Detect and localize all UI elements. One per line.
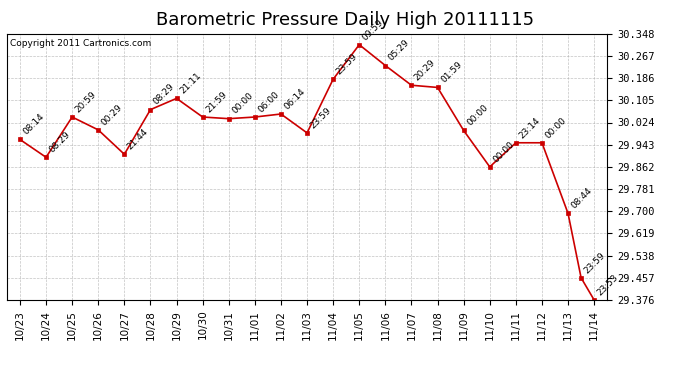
Text: 08:29: 08:29 xyxy=(152,82,177,107)
Text: 23:59: 23:59 xyxy=(308,105,333,130)
Text: Copyright 2011 Cartronics.com: Copyright 2011 Cartronics.com xyxy=(10,39,151,48)
Text: 23:59: 23:59 xyxy=(335,52,359,76)
Text: 08:14: 08:14 xyxy=(21,112,46,137)
Text: 20:59: 20:59 xyxy=(74,90,98,114)
Text: 08:29: 08:29 xyxy=(48,130,72,154)
Text: 00:00: 00:00 xyxy=(465,103,490,128)
Text: 05:29: 05:29 xyxy=(386,38,411,63)
Text: 23:59: 23:59 xyxy=(582,251,607,275)
Text: 09:59: 09:59 xyxy=(361,17,385,42)
Text: 06:00: 06:00 xyxy=(256,90,281,114)
Text: 00:00: 00:00 xyxy=(230,91,255,116)
Text: 06:14: 06:14 xyxy=(282,87,307,111)
Text: 21:59: 21:59 xyxy=(204,90,228,114)
Text: 01:59: 01:59 xyxy=(439,60,464,85)
Text: Barometric Pressure Daily High 20111115: Barometric Pressure Daily High 20111115 xyxy=(156,11,534,29)
Text: 20:29: 20:29 xyxy=(413,58,437,82)
Text: 23:53: 23:53 xyxy=(595,273,620,297)
Text: 00:00: 00:00 xyxy=(543,116,568,140)
Text: 23:14: 23:14 xyxy=(518,116,542,140)
Text: 21:44: 21:44 xyxy=(126,127,150,152)
Text: 00:29: 00:29 xyxy=(99,102,124,127)
Text: 21:11: 21:11 xyxy=(178,71,202,96)
Text: 08:44: 08:44 xyxy=(569,186,594,211)
Text: 00:00: 00:00 xyxy=(491,140,516,164)
